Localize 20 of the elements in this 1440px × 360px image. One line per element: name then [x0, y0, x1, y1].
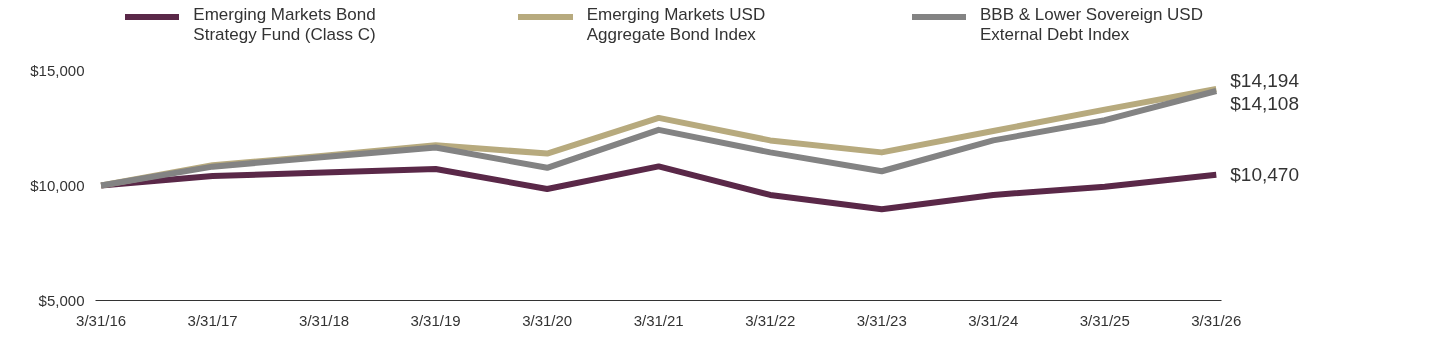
y-tick-label: $5,000	[38, 292, 85, 309]
x-tick-label: 3/31/17	[187, 311, 238, 329]
x-tick-label: 3/31/20	[522, 311, 573, 329]
data-label: $14,108	[1230, 92, 1299, 114]
x-tick-label: 3/31/19	[410, 311, 461, 329]
data-label: $14,194	[1230, 69, 1300, 91]
x-tick-label: 3/31/21	[633, 311, 684, 329]
x-tick-label: 3/31/26	[1191, 311, 1242, 329]
x-tick-label: 3/31/23	[856, 311, 907, 329]
legend-label: Emerging Markets Bond Strategy Fund (Class C)	[193, 5, 377, 45]
legend-label: Emerging Markets USD Aggregate Bond Index	[586, 5, 767, 45]
x-tick-label: 3/31/18	[299, 311, 350, 329]
y-tick-label: $10,000	[30, 177, 85, 194]
y-tick-label: $15,000	[30, 62, 85, 79]
data-label: $10,470	[1230, 164, 1299, 186]
x-tick-label: 3/31/16	[76, 311, 127, 329]
legend-label: BBB & Lower Sovereign USD External Debt Index	[979, 5, 1204, 45]
x-tick-label: 3/31/24	[968, 311, 1019, 329]
x-tick-label: 3/31/22	[745, 311, 796, 329]
x-tick-label: 3/31/25	[1079, 311, 1130, 329]
